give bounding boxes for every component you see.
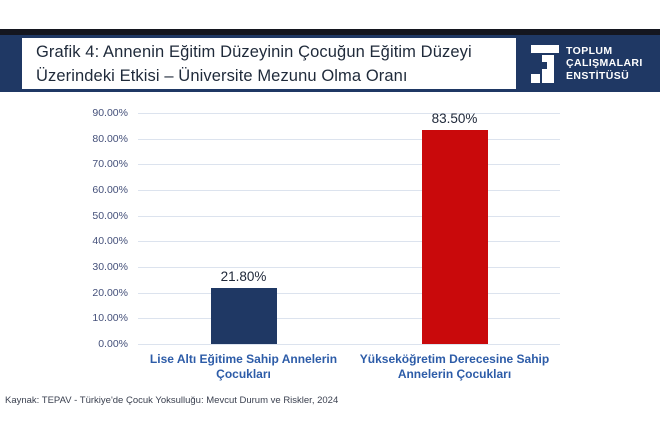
institute-logo-icon [531,44,559,83]
institute-logo: TOPLUM ÇALIŞMALARI ENSTİTÜSÜ [516,35,660,92]
chart-title-line1: Grafik 4: Annenin Eğitim Düzeyinin Çocuğ… [36,42,472,61]
y-axis-tick-label: 50.00% [92,209,128,222]
logo-text-line2: ÇALIŞMALARI [566,57,643,70]
gridline [138,190,560,191]
bar-value-label: 83.50% [431,110,478,126]
logo-text-line3: ENSTİTÜSÜ [566,69,630,82]
chart-title-box: Grafik 4: Annenin Eğitim Düzeyinin Çocuğ… [22,38,516,89]
y-axis-tick-label: 60.00% [92,184,128,196]
gridline [138,267,560,268]
y-axis-tick-label: 20.00% [92,286,128,299]
category-label: Lise Altı Eğitime Sahip Annelerin Çocukla… [114,352,374,381]
y-axis-tick-label: 90.00% [92,107,128,119]
category-label-line: Çocukları [216,366,271,381]
bar-value-label: 21.80% [220,269,267,285]
bar-2 [421,129,488,344]
category-label-line: Lise Altı Eğitime Sahip Annelerin [149,352,338,366]
y-axis-tick-label: 10.00% [92,312,128,325]
gridline [138,292,560,294]
gridline [138,164,560,166]
gridline [138,344,560,345]
y-axis-tick-label: 30.00% [92,261,128,273]
source-note: Kaynak: TEPAV - Türkiye'de Çocuk Yoksull… [5,395,339,406]
gridline [138,113,560,114]
gridline [138,318,560,320]
category-label: Yükseköğretim Derecesine Sahip Annelerin … [325,352,585,381]
category-label-line: Annelerin Çocukları [397,366,512,381]
logo-text-line1: TOPLUM [566,44,613,57]
y-axis-tick-label: 0.00% [98,338,128,350]
category-label-line: Yükseköğretim Derecesine Sahip [359,352,550,366]
chart-title-line2: Üzerindeki Etkisi – Üniversite Mezunu Ol… [36,66,408,85]
y-axis-tick-label: 70.00% [92,158,128,171]
y-axis-tick-label: 80.00% [92,132,128,145]
gridline [138,241,560,243]
gridline [138,138,560,140]
y-axis-tick-label: 40.00% [92,235,128,248]
institute-logo-text: TOPLUM ÇALIŞMALARI ENSTİTÜSÜ [566,45,643,83]
header-top-strip [0,29,660,35]
gridline [138,215,560,217]
header-band: Grafik 4: Annenin Eğitim Düzeyinin Çocuğ… [0,35,660,92]
bar-1 [210,288,277,344]
